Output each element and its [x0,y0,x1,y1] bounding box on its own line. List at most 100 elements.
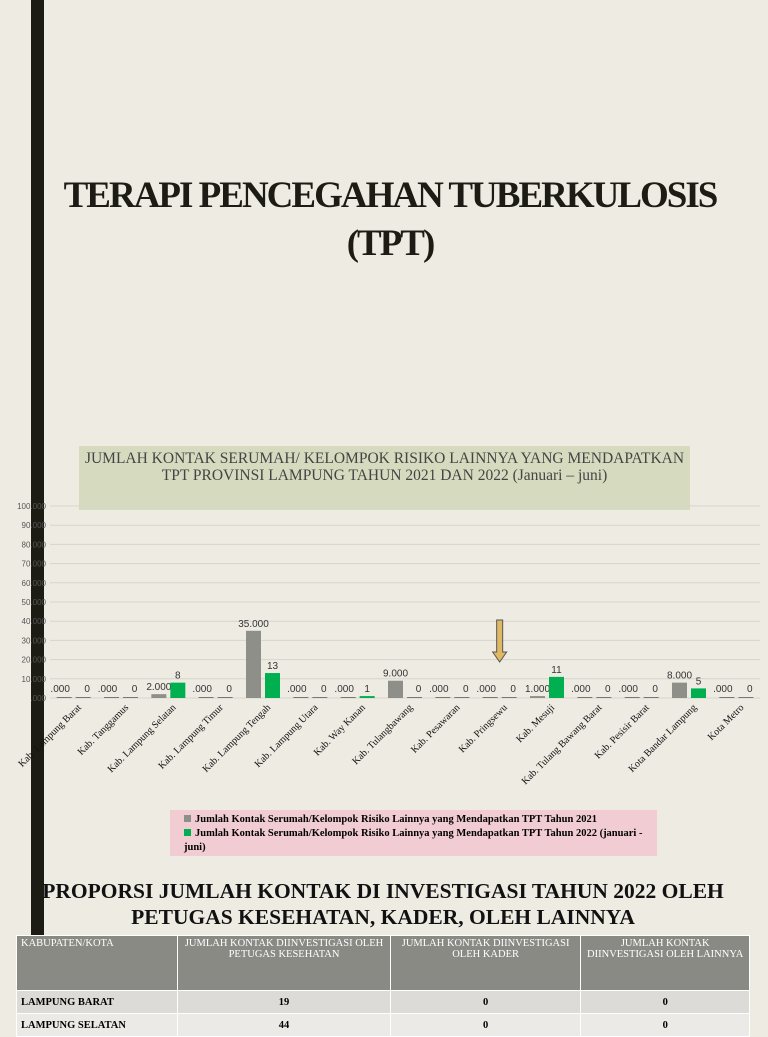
legend-label: Jumlah Kontak Serumah/Kelompok Risiko La… [195,814,597,825]
cell: 0 [580,1013,750,1037]
x-tick-label: Kab. Tulang Bawang Barat [520,702,605,787]
bar-2021 [388,680,403,698]
data-label: .000 [571,684,591,695]
data-label: 0 [416,684,422,695]
bar-2022 [123,697,138,698]
bar-2021 [577,697,593,698]
data-label: 11 [551,665,562,676]
data-label: 0 [747,684,753,695]
bar-2022 [170,682,186,698]
data-label: .000 [713,684,733,695]
legend-item-2022: Jumlah Kontak Serumah/Kelompok Risiko La… [184,827,647,855]
legend-swatch [184,829,191,836]
data-label: 0 [605,684,611,695]
bar-2022 [312,697,328,698]
bar-2022 [549,676,564,698]
column-header: KABUPATEN/KOTA [15,935,179,991]
table-heading: PROPORSI JUMLAH KONTAK DI INVESTIGASI TA… [42,879,724,929]
y-tick-label: 90.000 [22,521,47,530]
cell: LAMPUNG SELATAN [15,1013,179,1037]
data-label: 1 [364,684,370,695]
data-label: .000 [192,684,212,695]
column-header: JUMLAH KONTAK DIINVESTIGASI OLEH PETUGAS… [177,935,391,991]
data-label: 2.000 [146,682,171,693]
chart-legend: Jumlah Kontak Serumah/Kelompok Risiko La… [170,810,657,856]
y-tick-label: 40.000 [22,617,47,626]
bar-2021 [624,697,640,698]
bar-2021 [530,696,545,698]
bar-2022 [454,697,470,698]
data-label: 0 [84,684,90,695]
data-label: 8 [175,671,181,682]
bar-2022 [501,697,517,698]
y-tick-label: 50.000 [22,598,47,607]
data-label: 35.000 [238,619,269,630]
bar-2021 [104,697,119,698]
data-label: .000 [429,684,449,695]
bar-2021 [482,697,498,698]
x-tick-label: Kota Metro [706,702,747,743]
data-label: 5 [696,676,702,687]
data-label: .000 [334,684,354,695]
cell: 19 [177,990,391,1014]
cell: 0 [389,1013,582,1037]
y-tick-label: 20.000 [22,656,47,665]
legend-label: Jumlah Kontak Serumah/Kelompok Risiko La… [184,828,643,853]
y-tick-label: 60.000 [22,579,47,588]
data-label: .000 [98,684,118,695]
data-label: 13 [267,661,279,672]
y-tick-label: 30.000 [22,636,47,645]
chart-title: JUMLAH KONTAK SERUMAH/ KELOMPOK RISIKO L… [79,446,690,510]
cell: LAMPUNG BARAT [15,990,179,1014]
cell: 0 [389,990,582,1014]
cell: 0 [580,990,750,1014]
bar-2021 [246,630,261,698]
bar-2021 [198,697,214,698]
bar-chart: .00010.00020.00030.00040.00050.00060.000… [17,502,760,787]
column-header: JUMLAH KONTAK DIINVESTIGASI OLEH KADER [389,935,582,991]
bar-2022 [75,697,91,698]
bar-2021 [435,697,451,698]
bar-2021 [719,697,735,698]
data-label: 0 [652,684,658,695]
data-label: 8.000 [667,671,692,682]
bar-2021 [293,697,309,698]
data-label: 9.000 [383,669,408,680]
legend-item-2021: Jumlah Kontak Serumah/Kelompok Risiko La… [184,813,647,827]
cell: 44 [177,1013,391,1037]
bar-2021 [151,694,167,698]
bar-2021 [56,697,72,698]
y-tick-label: 70.000 [22,560,47,569]
decorative-left-bar [31,0,44,935]
y-tick-label: 100.000 [17,502,46,511]
data-label: 0 [132,684,138,695]
table-row: LAMPUNG BARAT 19 0 0 [15,990,750,1014]
y-tick-label: 80.000 [22,540,47,549]
down-arrow-icon [491,619,508,663]
x-tick-label: Kab. Lampung Barat [17,702,84,769]
investigation-table: KABUPATEN/KOTA JUMLAH KONTAK DIINVESTIGA… [15,935,750,1037]
data-label: .000 [618,684,638,695]
y-tick-label: .000 [30,694,46,703]
data-label: 1.000 [525,684,550,695]
x-tick-label: Kab. Pesawaran [409,702,462,755]
bar-2022 [407,697,422,698]
data-label: 0 [510,684,516,695]
page-title: TERAPI PENCEGAHAN TUBERKULOSIS (TPT) [63,175,719,264]
bar-2022 [359,696,375,698]
data-label: .000 [476,684,496,695]
bar-2021 [340,697,356,698]
x-tick-label: Kab. Mesuji [514,702,557,745]
table-row: LAMPUNG SELATAN 44 0 0 [15,1013,750,1037]
bar-2022 [691,688,706,698]
bar-2022 [596,697,612,698]
data-label: 0 [321,684,327,695]
legend-swatch [184,815,191,822]
bar-2022 [643,697,659,698]
bar-2021 [672,682,687,698]
x-tick-label: Kab. Pringsewu [457,702,510,755]
data-label: 0 [463,684,469,695]
bar-2022 [217,697,233,698]
data-label: 0 [226,684,232,695]
bar-2022 [265,673,280,698]
